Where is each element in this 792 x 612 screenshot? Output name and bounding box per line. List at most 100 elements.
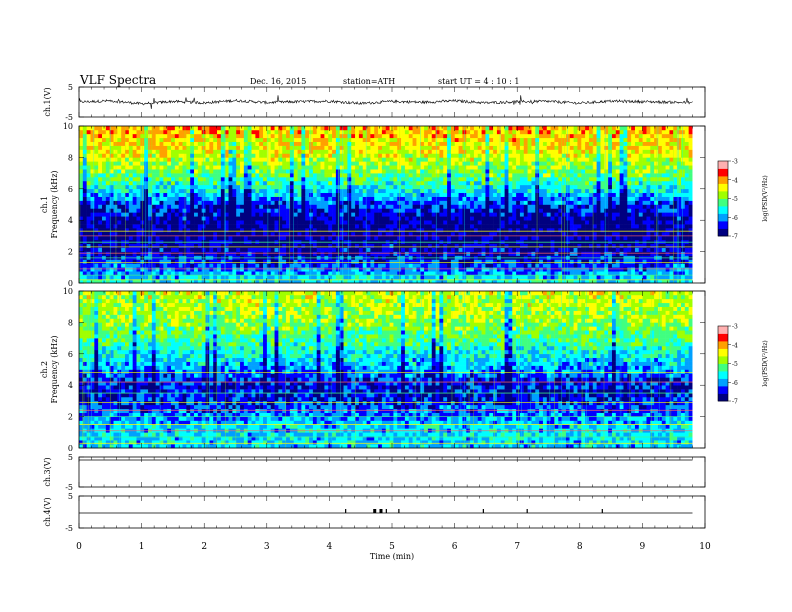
spectrogram-cell (128, 129, 133, 135)
spectrogram-cell (447, 247, 452, 252)
spectrogram-cell (412, 263, 417, 268)
spectrogram-cell (148, 267, 153, 272)
spectrogram-cell (167, 220, 172, 225)
spectrogram-cell (105, 137, 110, 142)
spectrogram-cell (374, 161, 379, 166)
spectrogram-cell (132, 231, 137, 237)
spectrogram-cell (232, 216, 237, 221)
spectrogram-cell (523, 129, 528, 135)
spectrogram-cell (393, 216, 398, 221)
spectrogram-cell (297, 165, 302, 170)
spectrogram-cell (297, 161, 302, 166)
spectrogram-cell (309, 267, 314, 272)
spectrogram-cell (109, 267, 114, 272)
spectrogram-cell (171, 177, 176, 182)
spectrogram-cell (167, 126, 172, 131)
spectrogram-cell (347, 216, 352, 221)
spectrogram-cell (182, 259, 187, 264)
spectrogram-cell (305, 165, 310, 170)
spectrogram-cell (332, 165, 337, 170)
spectrogram-cell (79, 231, 84, 237)
spectrogram-cell (136, 220, 141, 225)
spectrogram-cell (209, 133, 214, 139)
spectrogram-cell (519, 126, 525, 131)
spectrogram-cell (539, 141, 544, 146)
spectrogram-cell (243, 204, 248, 209)
spectrogram-cell (220, 180, 225, 186)
spectrogram-cell (90, 153, 95, 158)
spectrogram-cell (358, 173, 364, 178)
spectrogram-cell (282, 216, 287, 221)
spectrogram-cell (542, 267, 548, 272)
spectrogram-cell (132, 149, 137, 154)
spectrogram-cell (236, 133, 241, 139)
spectrogram-cell (286, 259, 291, 264)
spectrogram-cell (427, 137, 433, 142)
spectrogram-cell (312, 275, 318, 280)
spectrogram-cell (485, 279, 490, 284)
spectrogram-cell (125, 188, 130, 194)
spectrogram-cell (316, 184, 321, 190)
spectrogram-cell (351, 192, 356, 197)
spectrogram-cell (197, 224, 202, 229)
spectrogram-cell (98, 165, 103, 170)
spectrogram-cell (339, 275, 344, 280)
spectrogram-cell (171, 129, 176, 135)
spectrogram-cell (297, 247, 302, 252)
spectrogram-cell (286, 180, 291, 186)
spectrogram-cell (132, 216, 137, 221)
spectrogram-cell (167, 259, 172, 264)
spectrogram-cell (213, 184, 218, 190)
spectrogram-cell (194, 275, 199, 280)
spectrogram-cell (286, 169, 291, 174)
spectrogram-cell (278, 141, 283, 146)
spectrogram-cell (274, 177, 279, 182)
spectrogram-cell (105, 133, 110, 139)
spectrogram-cell (324, 231, 329, 237)
spectrogram-cell (186, 184, 191, 190)
spectrogram-cell (328, 263, 333, 268)
spectrogram-cell (205, 263, 210, 268)
spectrogram-cell (220, 243, 225, 248)
spectrogram-cell (412, 259, 417, 264)
spectrogram-cell (523, 157, 528, 162)
spectrogram-cell (128, 161, 133, 166)
spectrogram-cell (362, 231, 367, 237)
spectrogram-cell (343, 263, 348, 268)
spectrogram-cell (473, 216, 479, 221)
spectrogram-cell (109, 192, 114, 197)
spectrogram-cell (301, 271, 306, 276)
spectrogram-cell (102, 129, 107, 135)
spectrogram-cell (144, 208, 149, 213)
spectrogram-cell (512, 271, 517, 276)
spectrogram-cell (79, 180, 84, 186)
spectrogram-cell (404, 279, 410, 284)
spectrogram-cell (109, 133, 114, 139)
spectrogram-cell (404, 224, 410, 229)
spectrogram-cell (136, 133, 141, 139)
spectrogram-cell (351, 243, 356, 248)
spectrogram-cell (105, 235, 110, 241)
spectrogram-cell (301, 200, 306, 205)
spectrogram-cell (404, 177, 410, 182)
spectrogram-cell (320, 224, 325, 229)
spectrogram-cell (86, 267, 91, 272)
spectrogram-cell (378, 228, 383, 233)
spectrogram-cell (282, 251, 287, 256)
spectrogram-cell (232, 200, 237, 205)
spectrogram-cell (516, 137, 521, 142)
spectrogram-cell (159, 259, 164, 264)
spectrogram-cell (286, 267, 291, 272)
spectrogram-cell (167, 192, 172, 197)
spectrogram-cell (539, 267, 544, 272)
spectrogram-cell (355, 157, 360, 162)
spectrogram-cell (167, 149, 172, 154)
spectrogram-cell (117, 267, 122, 272)
spectrogram-cell (301, 208, 306, 213)
spectrogram-cell (351, 251, 356, 256)
spectrogram-cell (266, 137, 272, 142)
spectrogram-cell (255, 161, 260, 166)
spectrogram-cell (79, 216, 84, 221)
spectrogram-cell (167, 208, 172, 213)
spectrogram-cell (431, 259, 436, 264)
